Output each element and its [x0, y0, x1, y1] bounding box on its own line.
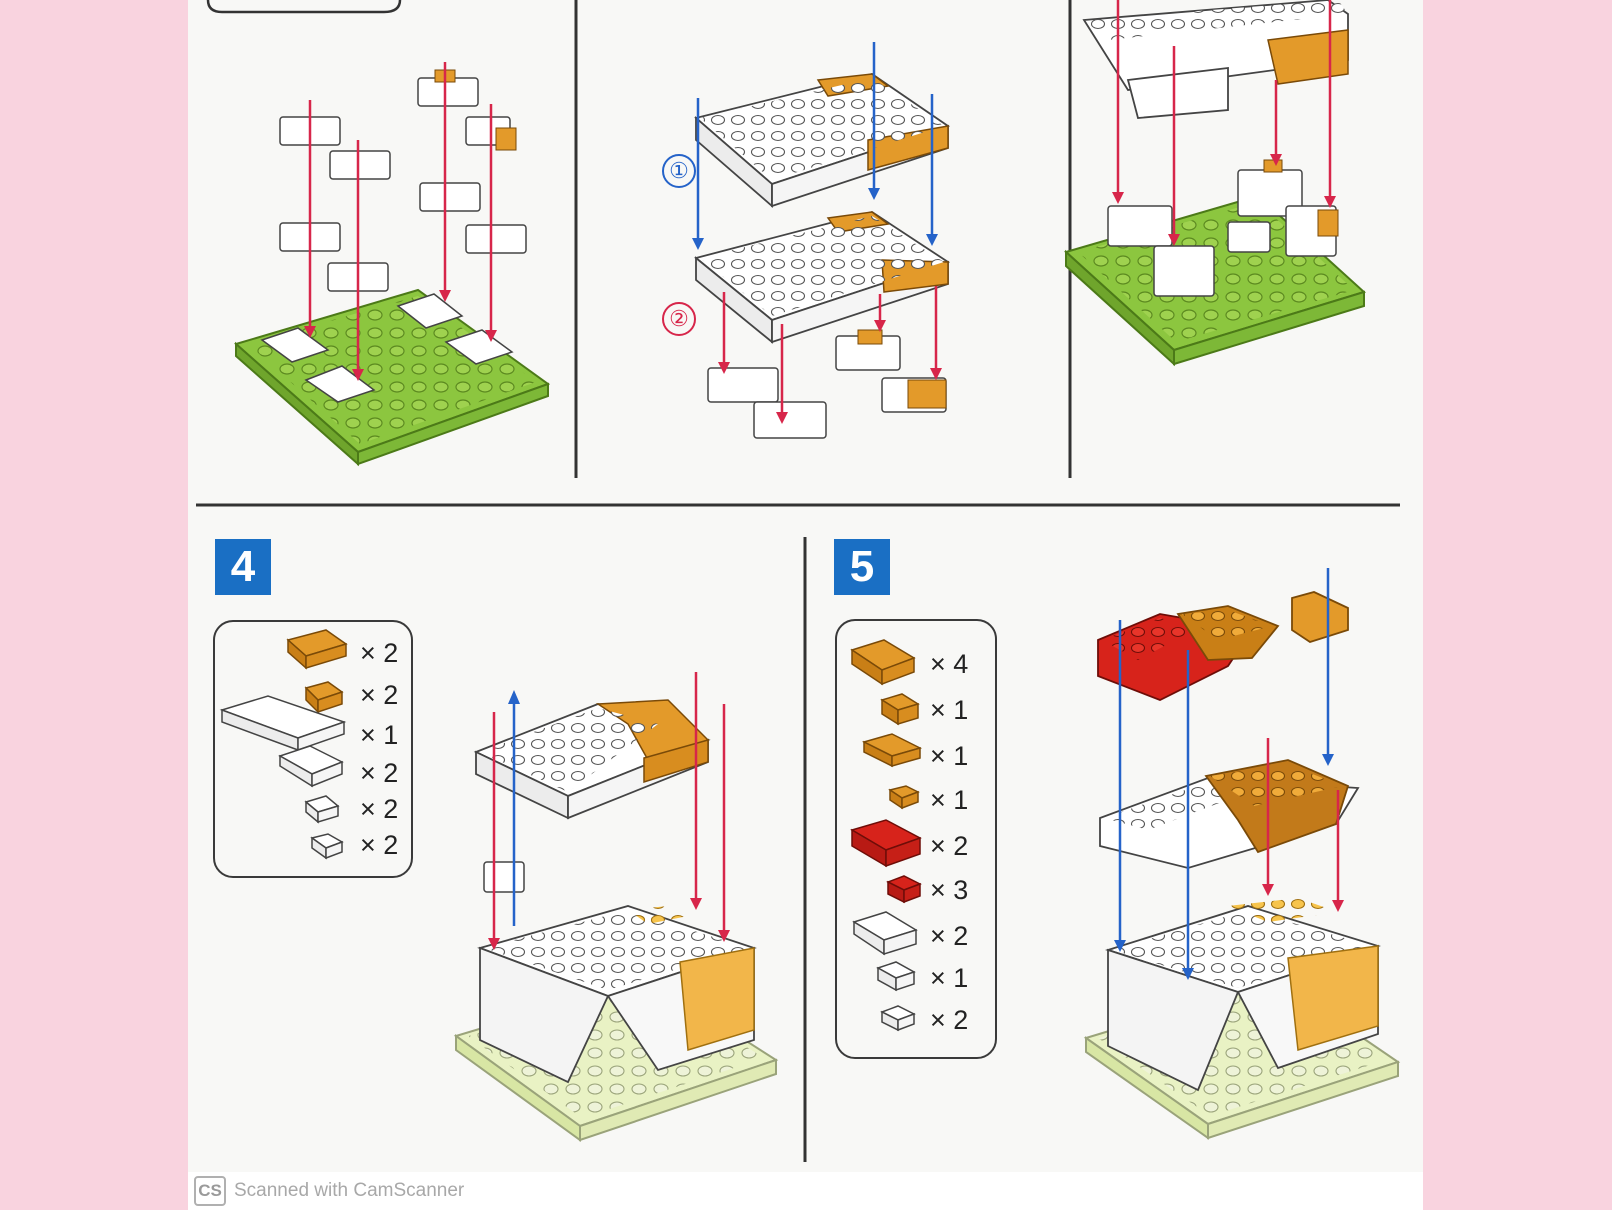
instruction-artwork: [196, 0, 1401, 1162]
step5-diagram: [1083, 568, 1401, 1140]
step4-part-qty: × 2: [360, 758, 399, 788]
step5-part-qty: × 1: [930, 695, 969, 725]
step-4-badge: 4: [215, 539, 271, 595]
step5-part-qty: × 1: [930, 785, 969, 815]
step2-diagram: [692, 42, 951, 439]
step1-diagram: [233, 62, 551, 467]
step4-part-qty: × 1: [360, 720, 399, 750]
step5-part-qty: × 1: [930, 963, 969, 993]
step-5-parts-box: × 4 × 1 × 1 × 1 × 2 × 3 × 2 × 1 × 2: [835, 619, 997, 1059]
step4-part-qty: × 2: [360, 794, 399, 824]
substep-2-label: ②: [662, 302, 696, 336]
step4-parts-icons: [219, 629, 348, 860]
camscanner-logo-icon: CS: [194, 1176, 226, 1206]
step4-part-qty: × 2: [360, 830, 399, 860]
panel-dividers: [196, 0, 1400, 1162]
step3-diagram: [1064, 0, 1366, 367]
step4-diagram: [453, 672, 779, 1142]
step4-part-qty: × 2: [360, 680, 399, 710]
step-4-parts-box: × 2 × 2 × 1 × 2 × 2 × 2: [213, 620, 413, 878]
step5-part-qty: × 2: [930, 921, 969, 951]
step1-parts-box-edge: [206, 0, 402, 14]
substep-1-label: ①: [662, 154, 696, 188]
step5-part-qty: × 2: [930, 1005, 969, 1035]
step5-part-qty: × 3: [930, 875, 969, 905]
step5-parts-icons: [850, 639, 923, 1032]
scanner-footer: CS Scanned with CamScanner: [188, 1172, 1423, 1210]
scanner-watermark-text: Scanned with CamScanner: [234, 1180, 465, 1201]
step4-part-qty: × 2: [360, 638, 399, 668]
step5-part-qty: × 1: [930, 741, 969, 771]
step5-part-qty: × 4: [930, 649, 969, 679]
step5-part-qty: × 2: [930, 831, 969, 861]
step-5-badge: 5: [834, 539, 890, 595]
instruction-sheet: ① ② 4 × 2 × 2 × 1 × 2 × 2 × 2 5 × 4 × 1 …: [188, 0, 1423, 1210]
